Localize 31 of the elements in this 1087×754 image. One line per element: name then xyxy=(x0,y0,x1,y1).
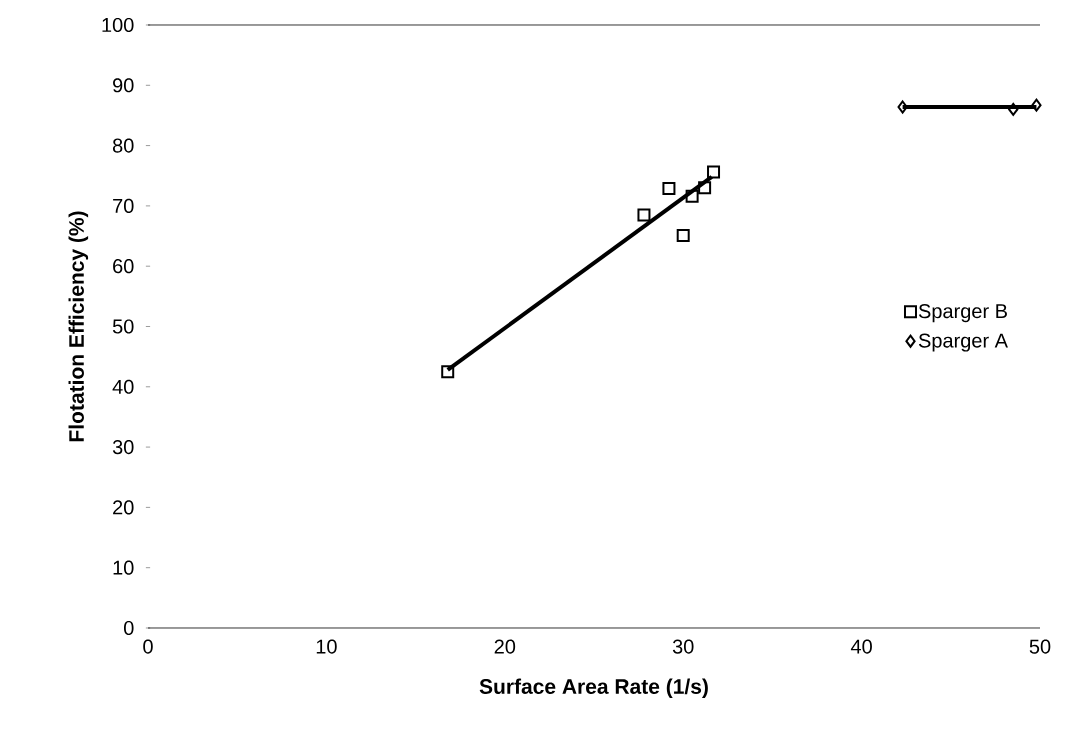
y-tick-label: 30 xyxy=(112,440,134,455)
point xyxy=(676,228,690,242)
point xyxy=(637,208,651,222)
legend-label: Sparger B xyxy=(918,304,1007,323)
point xyxy=(441,365,455,379)
y-tick-label: 100 xyxy=(102,17,134,33)
y-tick-label: 0 xyxy=(124,620,134,636)
point xyxy=(662,181,676,195)
y-tick-label: 80 xyxy=(112,138,134,153)
y-tick-label: 70 xyxy=(113,198,134,213)
y-tick-label: 20 xyxy=(113,500,134,515)
x-tick-label: 50 xyxy=(1029,639,1051,654)
legend-label: Sparger A xyxy=(918,333,1008,352)
x-tick-label: 10 xyxy=(316,639,337,654)
point xyxy=(698,181,712,195)
x-tick-label: 30 xyxy=(672,639,694,654)
y-tick-label: 10 xyxy=(113,560,134,575)
x-tick-label: 20 xyxy=(494,639,516,654)
y-tick-label: 40 xyxy=(112,379,134,394)
point xyxy=(685,189,699,203)
point xyxy=(897,100,908,114)
point xyxy=(1008,102,1019,116)
x-tick-label: 40 xyxy=(850,639,872,654)
y-tick-label: 50 xyxy=(112,319,134,334)
point xyxy=(707,165,721,179)
x-axis-title: Surface Area Rate (1/s) xyxy=(479,678,708,699)
y-tick-label: 60 xyxy=(113,259,134,274)
y-tick-label: 90 xyxy=(113,78,134,93)
point xyxy=(1031,98,1042,112)
y-axis-title: Flotation Efficiency (%) xyxy=(68,211,89,442)
x-tick-label: 0 xyxy=(143,639,153,654)
